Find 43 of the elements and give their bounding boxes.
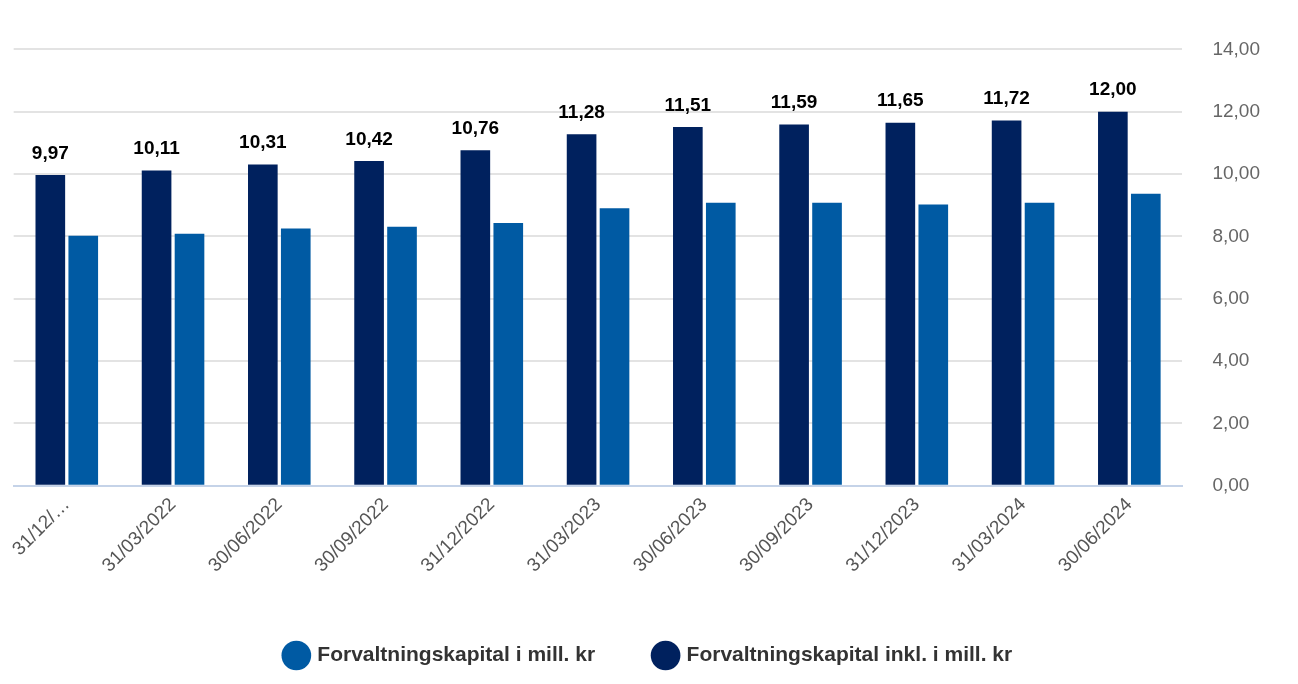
bar	[1024, 202, 1055, 485]
legend-label: Forvaltningskapital inkl. i mill. kr	[686, 642, 1013, 666]
bar	[141, 170, 172, 485]
y-tick-label: 2,00	[1212, 411, 1250, 433]
data-label: 11,65	[877, 89, 925, 111]
bar	[493, 222, 524, 485]
y-tick-label: 14,00	[1212, 37, 1260, 59]
bar	[460, 150, 491, 485]
bar	[354, 160, 384, 485]
data-label: 11,59	[770, 91, 818, 113]
data-label: 11,51	[664, 93, 712, 115]
y-tick-label: 6,00	[1212, 286, 1250, 308]
bar	[566, 134, 597, 485]
data-label: 10,11	[133, 137, 181, 159]
bar	[673, 126, 703, 485]
bar	[387, 226, 417, 485]
bar	[599, 208, 630, 485]
bar	[991, 120, 1022, 485]
y-tick-label: 4,00	[1212, 349, 1250, 371]
data-label: 10,31	[239, 131, 288, 153]
bar	[779, 124, 809, 485]
bar	[705, 202, 736, 485]
bar	[1130, 193, 1161, 485]
bar	[68, 235, 99, 485]
bar	[885, 122, 916, 485]
bar	[174, 233, 205, 485]
data-label: 9,97	[31, 141, 69, 163]
y-tick-label: 12,00	[1212, 99, 1260, 121]
bar	[812, 202, 842, 485]
data-label: 11,28	[558, 100, 605, 122]
y-tick-label: 8,00	[1212, 224, 1250, 246]
legend-label: Forvaltningskapital i mill. kr	[317, 642, 596, 666]
bar	[280, 228, 311, 485]
y-tick-label: 0,00	[1212, 473, 1250, 495]
bar	[248, 164, 278, 485]
data-label: 10,76	[451, 117, 500, 139]
data-label: 12,00	[1089, 78, 1137, 100]
y-tick-label: 10,00	[1212, 162, 1260, 184]
data-label: 10,42	[345, 127, 393, 149]
bar	[35, 174, 66, 485]
bar	[1098, 111, 1128, 485]
bar	[918, 204, 949, 485]
data-label: 11,72	[983, 87, 1030, 109]
